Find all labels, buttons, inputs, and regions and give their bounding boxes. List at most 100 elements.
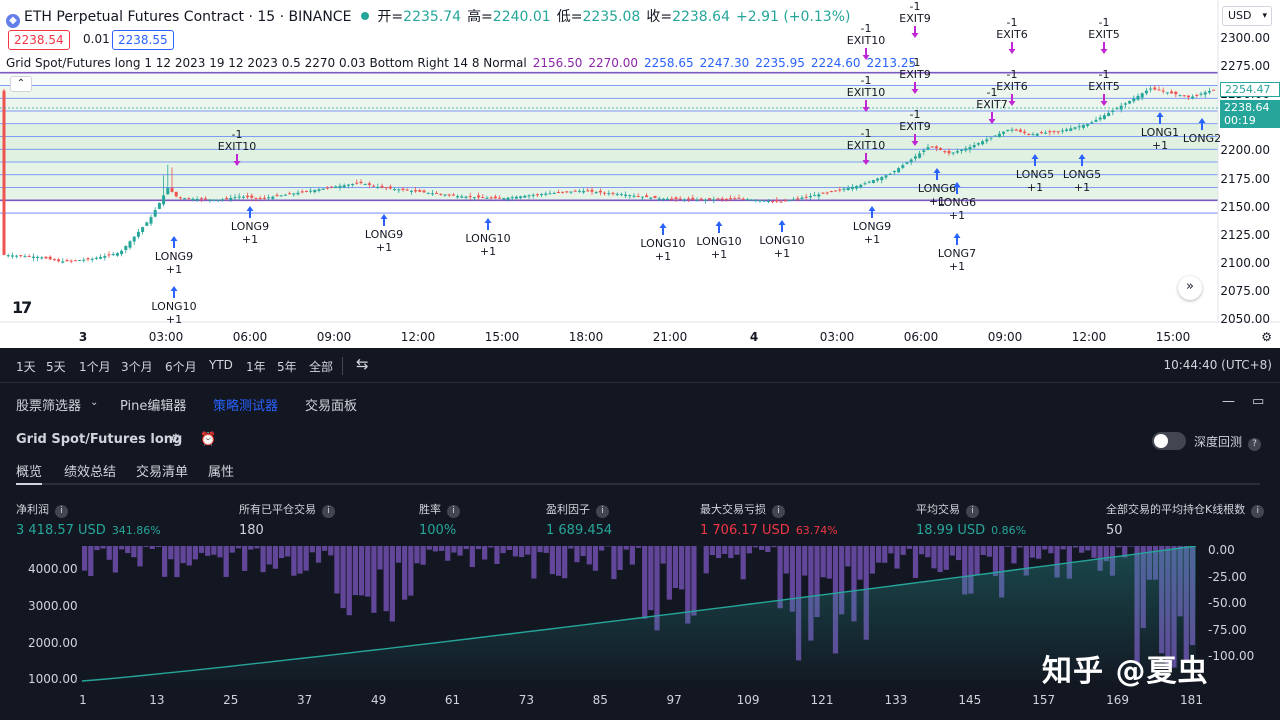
long-signal[interactable]: LONG5+1 [1016, 154, 1054, 194]
candle [220, 198, 224, 202]
clock-timezone[interactable]: 10:44:40 (UTC+8) [1163, 358, 1272, 372]
candle [842, 186, 846, 193]
long-signal[interactable]: LONG9+1 [853, 206, 891, 246]
long-signal[interactable]: LONG10+1 [640, 223, 686, 263]
range-button[interactable]: 全部 [309, 360, 334, 374]
range-button[interactable]: 1个月 [79, 360, 111, 374]
metric: 盈利因子 i 1 689.454 [546, 501, 612, 538]
candle [825, 191, 829, 195]
drawdown-bar [869, 546, 876, 574]
trade-number-label: 109 [736, 693, 760, 707]
metric-value: 180 [239, 523, 335, 538]
metric-value-text: 100% [419, 523, 457, 538]
panel-tab[interactable]: 股票筛选器 [16, 399, 82, 414]
strategy-subtab[interactable]: 概览 [16, 465, 43, 480]
range-button[interactable]: 3个月 [121, 360, 153, 374]
range-button[interactable]: 6个月 [165, 360, 197, 374]
range-button[interactable]: 1天 [16, 360, 36, 374]
chevron-down-icon[interactable]: ⌄ [90, 397, 99, 408]
info-icon[interactable]: i [447, 505, 460, 518]
toggle-knob [1154, 434, 1168, 448]
long-signal[interactable]: LONG1+1 [1141, 112, 1179, 152]
strategy-name[interactable]: Grid Spot/Futures long [16, 432, 183, 447]
candle [502, 197, 506, 201]
equity-chart[interactable] [0, 546, 1280, 696]
buy-button[interactable]: 2238.55 [112, 30, 174, 50]
info-icon[interactable]: i [322, 505, 335, 518]
range-button[interactable]: 1年 [246, 360, 266, 374]
panel-tab[interactable]: 交易面板 [305, 399, 358, 414]
range-button[interactable]: YTD [209, 358, 233, 372]
long-signal[interactable]: LONG7+1 [938, 233, 976, 273]
drawdown-axis-label: -50.00 [1208, 596, 1247, 610]
info-icon[interactable]: i [772, 505, 785, 518]
long-signal[interactable]: LONG10+1 [696, 221, 742, 261]
metric-value: 18.99 USD 0.86% [916, 523, 1026, 538]
long-signal[interactable]: LONG10+1 [759, 220, 805, 260]
candle [493, 194, 497, 199]
strategy-subtab[interactable]: 交易清单 [136, 465, 189, 480]
long-signal[interactable]: LONG6+1 [918, 168, 956, 208]
deep-backtest-toggle[interactable] [1152, 432, 1186, 450]
info-icon[interactable]: i [596, 505, 609, 518]
collapse-legend-button[interactable]: ⌃ [10, 76, 32, 92]
info-icon[interactable]: i [55, 505, 68, 518]
range-button[interactable]: 5天 [46, 360, 66, 374]
help-icon[interactable]: ? [1248, 438, 1262, 451]
long-signal[interactable]: LONG5+1 [1063, 154, 1101, 194]
tradingview-logo-icon[interactable]: 17 [12, 298, 32, 317]
candle [384, 186, 388, 191]
long-signal[interactable]: LONG10+1 [465, 218, 511, 258]
chart-settings-gear-icon[interactable]: ⚙ [1261, 330, 1272, 344]
scroll-to-realtime-button[interactable]: » [1178, 276, 1202, 300]
info-icon[interactable]: i [966, 505, 979, 518]
range-button[interactable]: 5年 [277, 360, 297, 374]
long-signal-label: LONG6 [938, 196, 976, 209]
candle [603, 191, 607, 196]
strategy-settings-gear-icon[interactable]: ⚙ [170, 432, 182, 447]
minimize-panel-icon[interactable]: — [1222, 394, 1235, 409]
drawdown-bar [131, 546, 137, 558]
price-chart-pane[interactable]: LONG10 +1 LONG9 +1 LONG9 +1 LONG9 +1 LONG10 +1 LON… [0, 0, 1280, 348]
strategy-legend[interactable]: Grid Spot/Futures long 1 12 2023 19 12 2… [6, 56, 916, 70]
candle [510, 195, 514, 201]
goto-date-calendar-icon[interactable]: ⇆ [356, 355, 369, 373]
drawdown-bar [248, 546, 254, 550]
ohlc-value: 2235.08 [582, 9, 641, 25]
alarm-clock-icon[interactable]: ⏰ [200, 432, 217, 447]
drawdown-bar [888, 546, 894, 554]
candle [1090, 120, 1094, 125]
long-signal[interactable]: LONG9+1 [231, 206, 269, 246]
symbol-title[interactable]: ETH Perpetual Futures Contract · 15 · BI… [24, 9, 352, 25]
strategy-subtab[interactable]: 属性 [208, 465, 235, 480]
exit-arrow-icon [862, 100, 870, 112]
long-signal[interactable]: LONG9+1 [365, 214, 403, 254]
strategy-subtab[interactable]: 绩效总结 [64, 465, 117, 480]
panel-tab[interactable]: 策略测试器 [213, 399, 279, 414]
currency-select[interactable]: USD ▾ [1222, 6, 1272, 26]
long-signal[interactable]: LONG9+1 [155, 236, 193, 276]
sell-button[interactable]: 2238.54 [8, 30, 70, 50]
long-signal[interactable]: LONG6+1 [938, 182, 976, 222]
candle [48, 255, 52, 261]
candle [636, 193, 640, 198]
panel-tab[interactable]: Pine编辑器 [120, 399, 187, 414]
maximize-panel-icon[interactable]: ▭ [1252, 394, 1265, 409]
long-signal[interactable]: LONG10+1 [151, 286, 197, 326]
long-signal[interactable]: LONG2 [1183, 118, 1221, 145]
info-icon[interactable]: i [1251, 505, 1265, 518]
candle [1111, 108, 1115, 116]
